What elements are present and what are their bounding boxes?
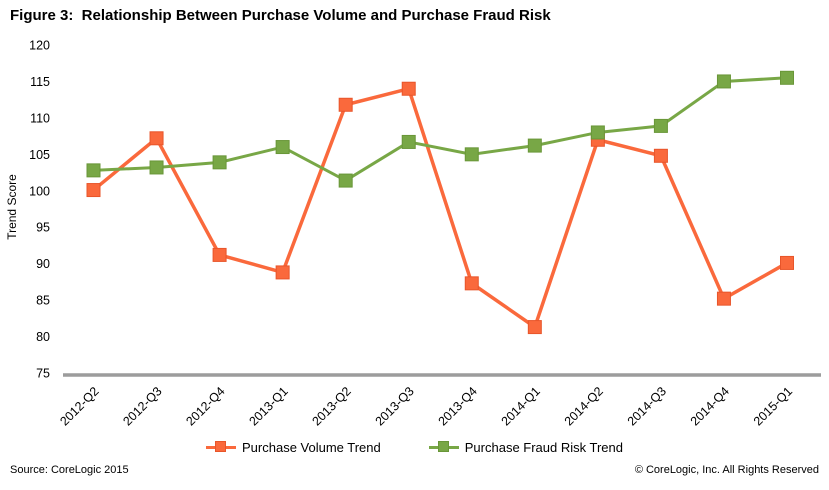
data-point-marker	[212, 155, 227, 170]
y-tick-label: 85	[36, 294, 50, 308]
data-point-marker	[149, 160, 164, 175]
data-point-marker	[338, 97, 353, 112]
legend-item-purchase-fraud-risk: Purchase Fraud Risk Trend	[428, 440, 623, 455]
x-tick-label: 2014-Q2	[562, 384, 606, 428]
x-tick-label: 2013-Q1	[246, 384, 290, 428]
data-point-marker	[86, 163, 101, 178]
series-line-0	[92, 86, 788, 330]
copyright-note: © CoreLogic, Inc. All Rights Reserved	[634, 464, 819, 476]
source-note: Source: CoreLogic 2015	[10, 464, 129, 476]
x-tick-label: 2013-Q2	[309, 384, 353, 428]
data-point-marker	[275, 140, 290, 155]
data-point-marker	[527, 320, 542, 335]
y-tick-label: 80	[36, 330, 50, 344]
line-chart-canvas: 75 80 85 90 95 100 105 110 115 120 Trend Score 2012…	[5, 39, 821, 429]
data-point-marker	[653, 148, 668, 163]
y-tick-label: 100	[29, 184, 50, 198]
data-point-marker	[716, 291, 731, 306]
data-point-marker	[401, 81, 416, 96]
legend-item-purchase-volume: Purchase Volume Trend	[206, 440, 381, 455]
purchase-volume-series-icon	[206, 441, 236, 454]
data-point-marker	[653, 118, 668, 133]
data-point-marker	[338, 173, 353, 188]
x-tick-label: 2014-Q1	[499, 384, 543, 428]
data-point-marker	[780, 255, 794, 270]
y-tick-label: 105	[29, 148, 50, 162]
x-tick-label: 2013-Q3	[373, 384, 417, 428]
y-tick-label: 90	[36, 257, 50, 271]
data-point-marker	[86, 183, 101, 198]
data-point-marker	[590, 125, 605, 140]
y-tick-label: 75	[36, 367, 50, 381]
data-point-marker	[149, 131, 164, 146]
x-tick-label: 2013-Q4	[436, 384, 480, 428]
legend-label-purchase-fraud-risk: Purchase Fraud Risk Trend	[464, 440, 623, 455]
data-point-marker	[527, 138, 542, 153]
y-tick-label: 120	[29, 39, 50, 53]
series-line-1	[93, 76, 788, 183]
purchase-fraud-risk-series-icon	[428, 441, 459, 454]
y-axis-title: Trend Score	[5, 174, 19, 240]
chart-legend: Purchase Volume Trend Purchase Fraud Ris…	[0, 440, 829, 455]
data-point-marker	[780, 70, 794, 85]
x-tick-label: 2014-Q4	[688, 384, 732, 428]
data-point-marker	[464, 147, 479, 162]
x-tick-label: 2012-Q4	[183, 384, 227, 428]
data-point-marker	[401, 134, 416, 149]
x-tick-label: 2012-Q3	[120, 384, 164, 428]
data-point-marker	[212, 247, 227, 262]
y-tick-label: 115	[30, 75, 50, 89]
data-point-marker	[464, 276, 479, 291]
legend-label-purchase-volume: Purchase Volume Trend	[242, 440, 381, 455]
y-tick-label: 95	[36, 221, 50, 235]
x-tick-label: 2014-Q3	[625, 384, 669, 428]
data-point-marker	[716, 74, 731, 89]
data-point-marker	[275, 265, 290, 280]
x-tick-label: 2012-Q2	[57, 384, 101, 428]
x-tick-label: 2015-Q1	[751, 384, 795, 428]
chart-title: Figure 3: Relationship Between Purchase …	[10, 7, 551, 24]
y-tick-label: 110	[30, 111, 50, 125]
